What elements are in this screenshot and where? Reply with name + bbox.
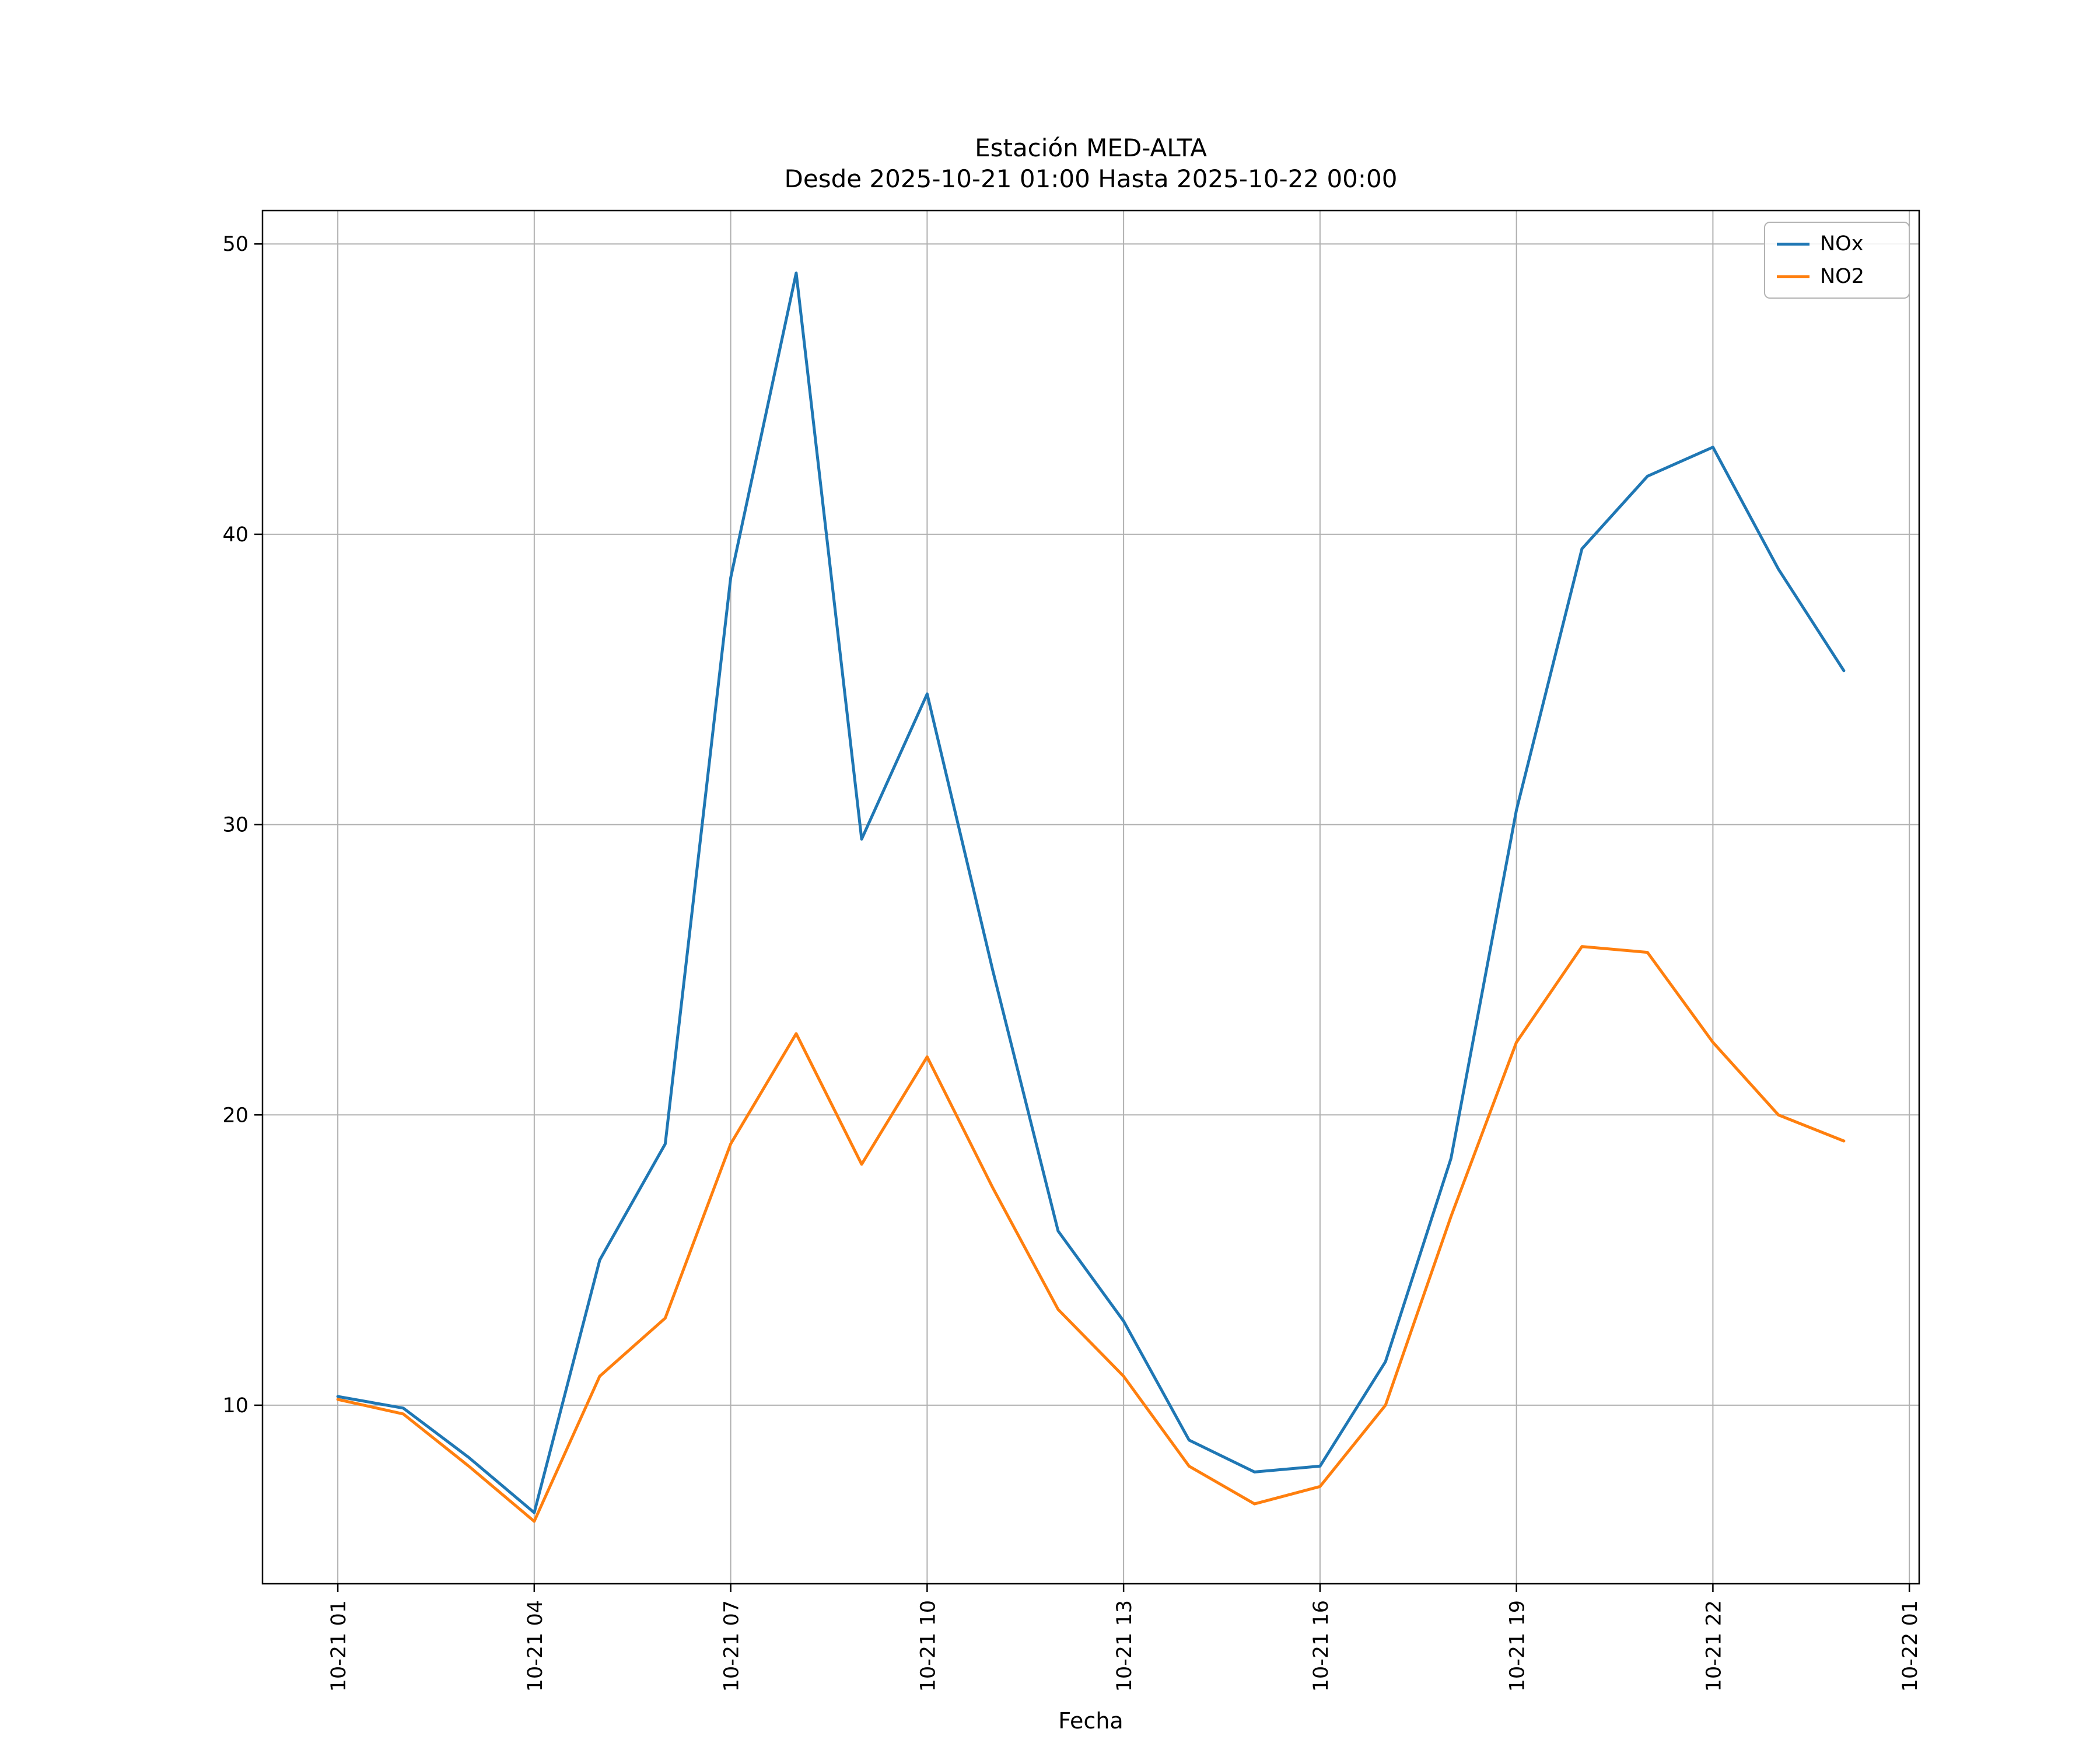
x-tick-label: 10-21 01 — [327, 1600, 351, 1692]
series-line-no2 — [336, 945, 1846, 1523]
x-tick-label: 10-21 04 — [524, 1600, 547, 1692]
axes-frame — [261, 209, 1920, 1585]
nox-line-swatch — [1777, 242, 1810, 246]
chart-title: Estación MED-ALTA Desde 2025-10-21 01:00… — [262, 133, 1919, 194]
series-line-nox — [336, 271, 1846, 1514]
x-tick-label: 10-21 22 — [1702, 1600, 1726, 1692]
legend-entry-no2: NO2 — [1777, 265, 1897, 288]
legend: NOx NO2 — [1764, 222, 1910, 299]
legend-entry-nox: NOx — [1777, 232, 1897, 256]
y-tick-label: 10 — [222, 1394, 249, 1418]
x-axis-label: Fecha — [1058, 1708, 1124, 1734]
legend-label-no2: NO2 — [1820, 265, 1864, 288]
x-tick-label: 10-21 10 — [916, 1600, 940, 1692]
y-tick-label: 40 — [222, 523, 249, 547]
x-tick-label: 10-21 19 — [1506, 1600, 1530, 1692]
x-tick-label: 10-22 01 — [1899, 1600, 1922, 1692]
x-tick-label: 10-21 16 — [1310, 1600, 1333, 1692]
y-tick-label: 50 — [222, 233, 249, 256]
y-tick-label: 20 — [222, 1104, 249, 1127]
x-tick-label: 10-21 07 — [720, 1600, 744, 1692]
chart-title-line2: Desde 2025-10-21 01:00 Hasta 2025-10-22 … — [784, 164, 1398, 193]
chart-title-line1: Estación MED-ALTA — [975, 134, 1207, 162]
y-tick-label: 30 — [222, 814, 249, 837]
no2-line-swatch — [1777, 275, 1810, 278]
x-tick-label: 10-21 13 — [1113, 1600, 1136, 1692]
legend-label-nox: NOx — [1820, 232, 1864, 256]
